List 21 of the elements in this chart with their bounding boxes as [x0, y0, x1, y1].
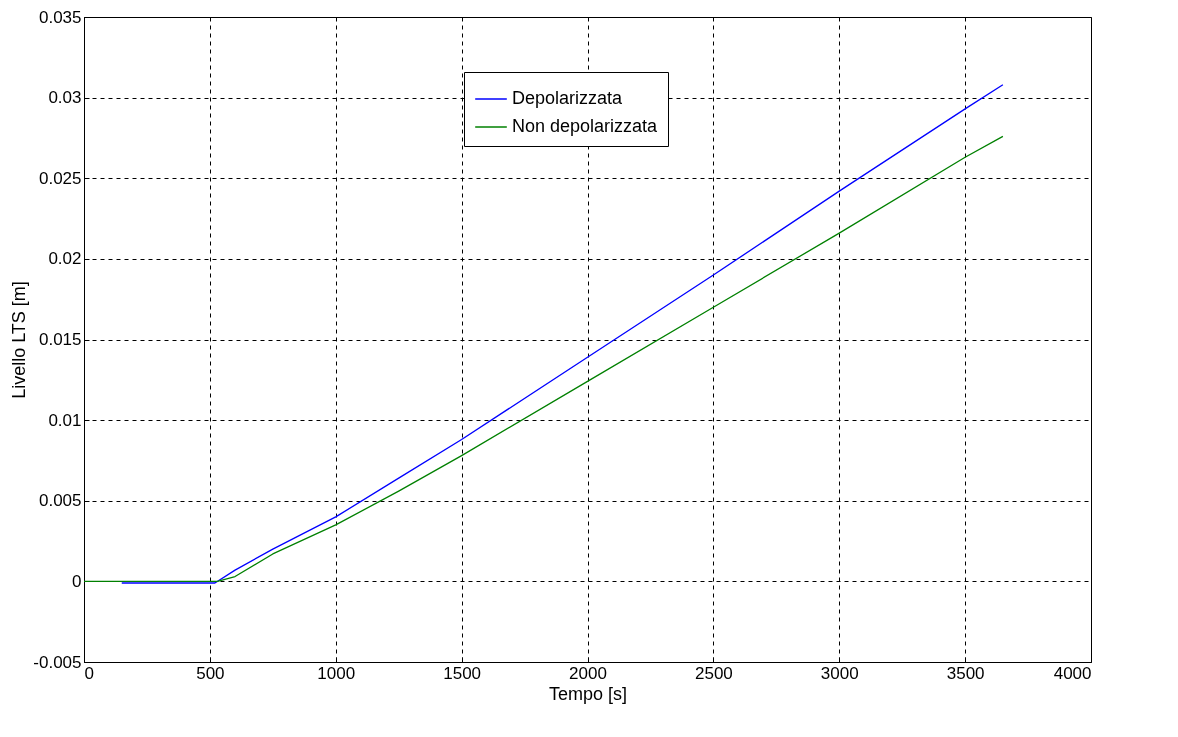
x-tick-label: 3000 — [820, 663, 859, 683]
y-tick-label: 0.025 — [38, 168, 82, 188]
legend-label: Non depolarizzata — [512, 116, 659, 136]
y-tick-label: 0.03 — [48, 88, 82, 108]
y-tick-label: 0.02 — [48, 249, 82, 269]
x-tick-label: 2000 — [569, 663, 607, 683]
y-tick-label: 0.035 — [38, 7, 82, 27]
y-tick-label: 0.005 — [38, 491, 82, 511]
y-tick-label: 0.015 — [38, 330, 82, 349]
x-tick-label: 3500 — [946, 663, 985, 683]
x-tick-label: 4000 — [1053, 663, 1092, 683]
y-tick-label: 0.01 — [48, 410, 82, 430]
legend-label: Depolarizzata — [512, 88, 624, 108]
x-tick-label: 1000 — [317, 663, 356, 683]
x-tick-label: 500 — [196, 663, 225, 683]
x-tick-label: 1500 — [443, 663, 482, 683]
x-axis-title: Tempo [s] — [548, 683, 628, 704]
x-tick-label: 2500 — [694, 663, 733, 683]
y-axis-title: Livello LTS [m] — [9, 281, 30, 399]
y-tick-label: 0 — [72, 571, 82, 591]
y-tick-label: -0.005 — [33, 652, 82, 672]
